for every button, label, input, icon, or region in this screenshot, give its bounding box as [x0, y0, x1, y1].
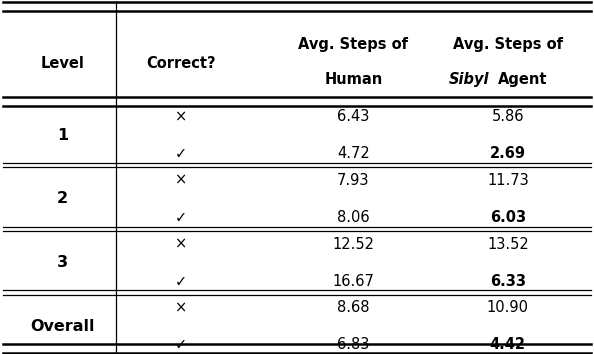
Text: ×: ×	[175, 301, 187, 315]
Text: 7.93: 7.93	[337, 173, 369, 188]
Text: ✓: ✓	[175, 210, 187, 225]
Text: 2: 2	[57, 192, 68, 206]
Text: 6.83: 6.83	[337, 337, 369, 352]
Text: 8.68: 8.68	[337, 301, 369, 315]
Text: Overall: Overall	[30, 319, 94, 334]
Text: 10.90: 10.90	[487, 301, 529, 315]
Text: Level: Level	[40, 56, 84, 71]
Text: 1: 1	[57, 128, 68, 143]
Text: 5.86: 5.86	[492, 109, 524, 124]
Text: Avg. Steps of: Avg. Steps of	[453, 37, 563, 52]
Text: Agent: Agent	[498, 72, 548, 87]
Text: 13.52: 13.52	[487, 237, 529, 252]
Text: 11.73: 11.73	[487, 173, 529, 188]
Text: ✓: ✓	[175, 146, 187, 161]
Text: ✓: ✓	[175, 274, 187, 289]
Text: 3: 3	[57, 255, 68, 270]
Text: Correct?: Correct?	[146, 56, 216, 71]
Text: ×: ×	[175, 109, 187, 124]
Text: 4.72: 4.72	[337, 146, 370, 161]
Text: 6.03: 6.03	[490, 210, 526, 225]
Text: Human: Human	[324, 72, 383, 87]
Text: 2.69: 2.69	[490, 146, 526, 161]
Text: ✓: ✓	[175, 337, 187, 352]
Text: 12.52: 12.52	[333, 237, 374, 252]
Text: 6.43: 6.43	[337, 109, 369, 124]
Text: 8.06: 8.06	[337, 210, 369, 225]
Text: Sibyl: Sibyl	[449, 72, 489, 87]
Text: 4.42: 4.42	[490, 337, 526, 352]
Text: 16.67: 16.67	[333, 274, 374, 289]
Text: Avg. Steps of: Avg. Steps of	[298, 37, 409, 52]
Text: ×: ×	[175, 173, 187, 188]
Text: ×: ×	[175, 237, 187, 252]
Text: 6.33: 6.33	[490, 274, 526, 289]
